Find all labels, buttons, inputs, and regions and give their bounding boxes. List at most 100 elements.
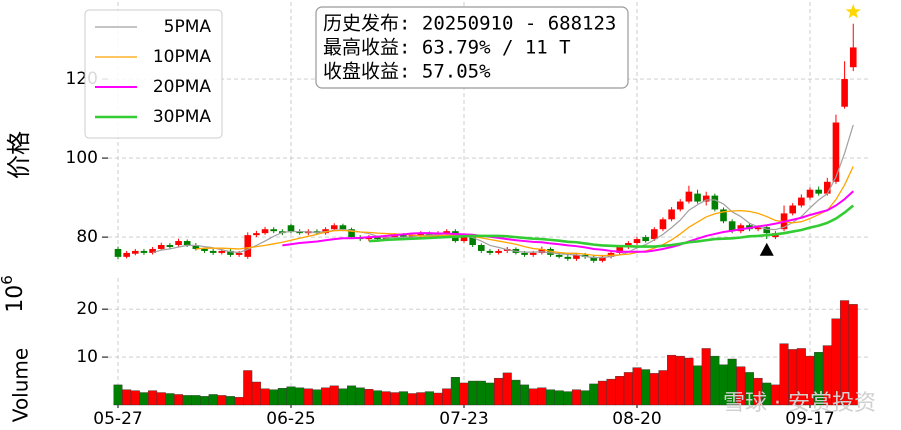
volume-bar — [182, 395, 192, 406]
volume-bar — [174, 394, 184, 406]
volume-bar — [840, 300, 850, 406]
volume-bar — [225, 396, 235, 406]
volume-bar — [450, 377, 460, 406]
plot-area — [113, 3, 861, 406]
annotation-box — [315, 6, 629, 89]
x-tick-label: 07-23 — [439, 409, 488, 429]
signal-marker — [845, 3, 861, 19]
candle-body — [642, 237, 649, 242]
volume-bar — [390, 392, 400, 406]
volume-bar — [407, 393, 417, 406]
volume-bar — [597, 380, 607, 406]
volume-bar — [468, 380, 478, 406]
volume-bar — [286, 386, 296, 406]
volume-bar — [217, 395, 227, 406]
legend-label: 20PMA — [153, 77, 212, 97]
candle-body — [720, 209, 727, 222]
candle-body — [157, 245, 165, 249]
watermark: 雪球 · 安赏投资 — [723, 391, 876, 416]
candle-body — [659, 219, 667, 230]
volume-bar — [554, 390, 564, 406]
candle-body — [668, 209, 675, 220]
candle-body — [443, 231, 450, 234]
candle-body — [521, 252, 528, 255]
candle-body — [166, 245, 174, 247]
volume-bar — [364, 388, 374, 406]
candle-body — [469, 237, 476, 246]
volume-bar — [641, 369, 651, 406]
ma-line — [282, 190, 854, 253]
volume-bar — [191, 395, 201, 406]
volume-bar — [606, 378, 616, 406]
volume-bar — [130, 390, 140, 406]
volume-bar — [520, 384, 530, 406]
volume-bar — [347, 385, 357, 406]
annotation-line: 收盘收益: 57.05% — [323, 61, 491, 83]
volume-bar — [269, 389, 279, 406]
candle-body — [728, 221, 736, 232]
volume-bar — [165, 393, 175, 406]
volume-tick-label: 20 — [76, 299, 98, 319]
candle-body — [235, 252, 243, 255]
volume-bar — [485, 382, 495, 406]
legend-label: 10PMA — [153, 47, 212, 67]
volume-bar — [459, 382, 469, 406]
x-tick-label: 05-27 — [93, 409, 142, 429]
y-axis-label: 价格 — [5, 131, 33, 179]
volume-bar — [848, 304, 858, 406]
volume-bar — [675, 355, 685, 406]
candle-body — [495, 250, 502, 253]
candle-body — [616, 246, 623, 253]
volume-bar — [424, 391, 434, 406]
volume-bar — [476, 380, 486, 406]
volume-bar — [528, 388, 538, 406]
candle-body — [564, 256, 572, 259]
candle-body — [555, 254, 563, 257]
volume-bar — [589, 383, 599, 406]
y-tick-label: 80 — [76, 227, 98, 247]
annotation-line: 最高收益: 63.79% / 11 T — [323, 37, 571, 59]
candle-body — [287, 225, 295, 232]
volume-bar — [355, 387, 365, 406]
volume-bar — [684, 357, 694, 406]
volume-bar — [571, 389, 581, 406]
candle-body — [330, 225, 338, 230]
candle-body — [478, 245, 485, 251]
volume-bar — [251, 381, 261, 406]
annotation-line: 历史发布: 20250910 - 688123 — [323, 13, 616, 35]
candle-body — [849, 47, 857, 68]
volume-bar — [113, 384, 123, 406]
candle-body — [123, 252, 130, 257]
volume-bar — [502, 372, 512, 406]
volume-bar — [381, 391, 391, 406]
volume-bar — [321, 387, 331, 406]
candle-body — [261, 229, 269, 234]
candle-body — [149, 248, 156, 253]
candle-body — [244, 235, 252, 257]
candle-body — [253, 233, 260, 236]
volume-bar — [295, 387, 305, 406]
candle-body — [676, 201, 684, 210]
volume-bar — [329, 385, 339, 406]
volume-bar — [442, 388, 452, 406]
volume-bar — [243, 370, 253, 406]
volume-bar — [234, 397, 244, 406]
candle-body — [348, 229, 355, 238]
candle-body — [694, 193, 701, 202]
legend: 5PMA 10PMA 20PMA 30PMA — [84, 9, 223, 139]
volume-bar — [701, 348, 711, 406]
ma-line — [152, 124, 854, 259]
candle-body — [227, 250, 234, 255]
candle-body — [486, 250, 494, 253]
candle-body — [529, 252, 537, 255]
volume-bar — [580, 390, 590, 406]
candle-body — [218, 250, 226, 253]
volume-bar — [260, 388, 270, 406]
legend-box — [84, 9, 223, 139]
volume-bar — [667, 354, 677, 406]
candle-body — [685, 191, 693, 202]
candle-body — [754, 227, 762, 230]
volume-axis-label: Volume — [9, 348, 33, 422]
